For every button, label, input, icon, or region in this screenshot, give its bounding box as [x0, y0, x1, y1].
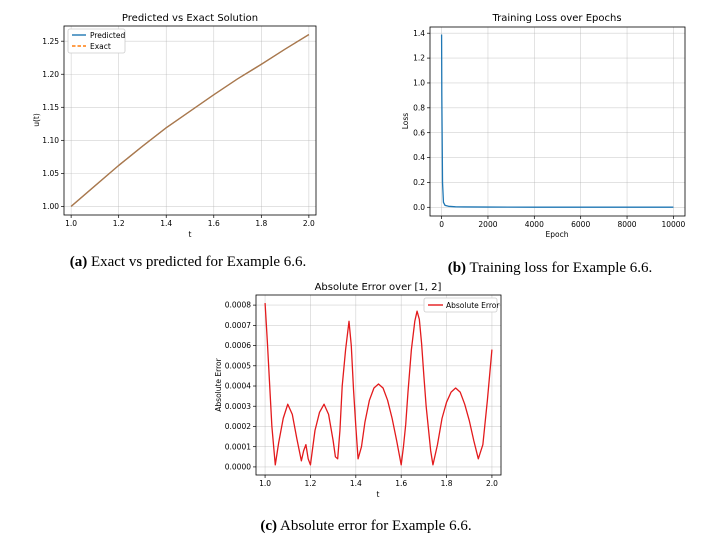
chart-a: Predicted vs Exact Solution 1.0 1.2 1.4 1.6…: [32, 13, 317, 239]
chart-a-plot-frame: [63, 25, 317, 216]
chart-a-xtick-label-1: 1.2: [113, 219, 125, 228]
chart-a-xtick-label-2: 1.4: [160, 219, 172, 228]
chart-b-ytick-label-5: 1.0: [413, 79, 425, 88]
chart-a-xtick-label-3: 1.6: [208, 219, 220, 228]
chart-c-xtick-label-2: 1.4: [350, 479, 362, 488]
chart-c-xtick-label-3: 1.6: [395, 479, 407, 488]
chart-a-x-ticks: 1.0 1.2 1.4 1.6 1.8 2.0: [65, 215, 315, 228]
chart-a-ytick-label-3: 1.15: [42, 103, 59, 112]
chart-a-xtick-label-5: 2.0: [303, 219, 315, 228]
chart-c-ytick-label-1: 0.0001: [225, 442, 251, 451]
caption-b-text: Training loss for Example 6.6.: [466, 260, 652, 276]
chart-a-ytick-label-1: 1.05: [42, 169, 59, 178]
chart-c-ytick-label-6: 0.0006: [225, 341, 251, 350]
chart-a-legend: Predicted Exact: [67, 28, 125, 54]
chart-b-ytick-label-4: 0.8: [413, 103, 425, 112]
chart-c-grid: [256, 295, 501, 475]
chart-a-ytick-label-0: 1.00: [42, 202, 59, 211]
chart-a-ytick-label-4: 1.20: [42, 70, 59, 79]
chart-a-xlabel: t: [189, 230, 192, 239]
chart-c-ytick-label-3: 0.0003: [225, 402, 251, 411]
caption-c-label: (c): [260, 518, 277, 534]
chart-b-x-ticks: 0 2000 4000 6000 8000 10000: [439, 216, 686, 229]
chart-b-ytick-label-1: 0.2: [413, 178, 425, 187]
chart-b-ytick-label-2: 0.4: [413, 153, 425, 162]
chart-b-xtick-label-5: 10000: [661, 220, 685, 229]
chart-c-series: [264, 303, 493, 466]
chart-b-ytick-label-7: 1.4: [413, 29, 425, 38]
chart-b-grid: [430, 27, 685, 216]
caption-a: (a) Exact vs predicted for Example 6.6.: [70, 254, 307, 270]
chart-c-ytick-label-4: 0.0004: [225, 382, 251, 391]
chart-b-xtick-label-2: 4000: [525, 220, 544, 229]
chart-b-ytick-label-6: 1.2: [413, 54, 425, 63]
caption-c-text: Absolute error for Example 6.6.: [277, 518, 472, 534]
chart-b-xlabel: Epoch: [546, 230, 569, 239]
chart-a-legend-exact-label: Exact: [90, 42, 111, 51]
chart-a-xtick-label-4: 1.8: [255, 219, 267, 228]
chart-b-xtick-label-4: 8000: [617, 220, 636, 229]
chart-a-ylabel: u(t): [32, 113, 41, 127]
caption-a-label: (a): [70, 254, 88, 270]
chart-c-y-ticks: 0.0000 0.0001 0.0002 0.0003 0.0004 0.0005 0.00…: [225, 301, 256, 472]
chart-c-xtick-label-4: 1.8: [441, 479, 453, 488]
caption-a-text: Exact vs predicted for Example 6.6.: [87, 254, 306, 270]
chart-a-title: Predicted vs Exact Solution: [122, 13, 258, 24]
chart-c-ytick-label-8: 0.0008: [225, 301, 251, 310]
chart-c-series-0-line: [264, 303, 493, 466]
chart-c-title: Absolute Error over [1, 2]: [315, 282, 442, 293]
chart-b-ytick-label-0: 0.0: [413, 203, 425, 212]
chart-c: Absolute Error over [1, 2] 1.0 1.2 1.4 1.6 1…: [214, 282, 502, 499]
chart-c-legend: Absolute Error: [423, 297, 500, 313]
chart-c-xtick-label-5: 2.0: [486, 479, 498, 488]
chart-c-ytick-label-5: 0.0005: [225, 361, 251, 370]
chart-c-x-ticks: 1.0 1.2 1.4 1.6 1.8 2.0: [259, 475, 498, 488]
chart-c-legend-label: Absolute Error: [446, 301, 500, 310]
chart-a-legend-predicted-label: Predicted: [90, 31, 125, 40]
chart-a-grid: [64, 26, 316, 215]
chart-c-ytick-label-0: 0.0000: [225, 463, 251, 472]
chart-c-ytick-label-2: 0.0002: [225, 422, 251, 431]
caption-b: (b) Training loss for Example 6.6.: [448, 260, 653, 276]
chart-c-ytick-label-7: 0.0007: [225, 321, 251, 330]
chart-a-ytick-label-2: 1.10: [42, 136, 59, 145]
chart-a-ytick-label-5: 1.25: [42, 37, 59, 46]
chart-b-plot-frame: [429, 26, 686, 217]
chart-a-series: [70, 34, 310, 207]
chart-b-y-ticks: 0.0 0.2 0.4 0.6 0.8 1.0 1.2 1.4: [413, 29, 430, 212]
chart-b-xtick-label-0: 0: [439, 220, 444, 229]
chart-c-legend-box: [423, 297, 498, 313]
chart-a-xtick-label-0: 1.0: [65, 219, 77, 228]
caption-c: (c) Absolute error for Example 6.6.: [260, 518, 471, 534]
chart-c-xtick-label-1: 1.2: [304, 479, 316, 488]
chart-c-xlabel: t: [377, 490, 380, 499]
chart-c-plot-frame: [255, 294, 502, 476]
chart-a-y-ticks: 1.00 1.05 1.10 1.15 1.20 1.25: [42, 37, 64, 211]
chart-b: Training Loss over Epochs 0 2000 4000 6000 8…: [401, 13, 686, 239]
chart-b-series-0-line: [440, 34, 674, 208]
chart-a-series-0-line: [70, 34, 310, 207]
caption-b-label: (b): [448, 260, 466, 276]
chart-b-ytick-label-3: 0.6: [413, 128, 425, 137]
chart-c-xtick-label-0: 1.0: [259, 479, 271, 488]
chart-b-xtick-label-3: 6000: [571, 220, 590, 229]
chart-b-series: [440, 34, 674, 208]
chart-a-series-1-line: [70, 34, 310, 207]
chart-c-ylabel: Absolute Error: [214, 357, 223, 411]
chart-b-xtick-label-1: 2000: [478, 220, 497, 229]
chart-b-ylabel: Loss: [401, 113, 410, 130]
chart-b-title: Training Loss over Epochs: [491, 13, 621, 24]
